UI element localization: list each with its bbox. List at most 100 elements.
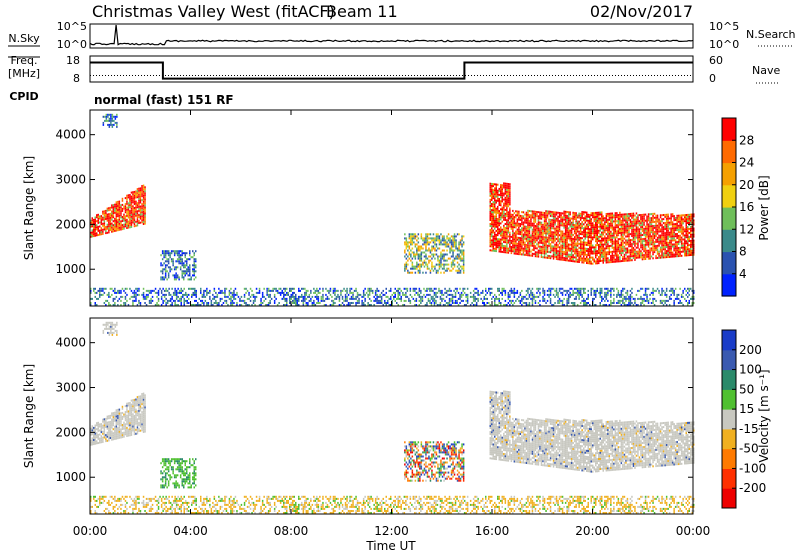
power-cell: [583, 259, 585, 262]
power-cell: [370, 299, 372, 302]
power-cell: [599, 233, 601, 236]
power-cell: [112, 210, 115, 213]
power-cell: [403, 299, 406, 302]
power-cell: [644, 258, 647, 260]
power-cell: [622, 241, 624, 244]
power-cell: [528, 220, 531, 223]
power-cell: [397, 289, 399, 292]
power-cell: [534, 241, 537, 244]
power-cell: [237, 295, 240, 298]
power-cell: [426, 267, 429, 270]
power-cell: [641, 256, 644, 259]
power-cell: [551, 223, 553, 226]
power-cell: [656, 220, 659, 223]
power-cell: [301, 295, 303, 298]
power-cell: [579, 243, 582, 246]
power-cell: [106, 299, 109, 302]
power-cell: [151, 289, 154, 292]
power-cell: [667, 219, 669, 222]
power-cell: [316, 297, 318, 300]
power-cell: [668, 251, 671, 254]
power-cell: [233, 302, 235, 304]
power-cell: [120, 216, 122, 219]
power-cell: [586, 219, 588, 222]
power-cell: [429, 233, 432, 236]
power-cell: [459, 243, 462, 246]
power-cell: [178, 276, 180, 279]
power-cell: [644, 233, 647, 236]
power-cell: [504, 251, 507, 254]
power-cell: [298, 289, 300, 292]
power-cell: [430, 302, 433, 304]
power-cell: [516, 248, 519, 251]
power-cell: [284, 304, 286, 306]
power-cell: [509, 231, 511, 234]
power-cell: [114, 217, 116, 220]
power-cell: [661, 224, 663, 227]
power-cell: [458, 271, 460, 274]
power-cell: [405, 241, 408, 244]
power-cell: [161, 258, 164, 261]
power-cell: [175, 252, 177, 255]
power-cell: [564, 222, 567, 225]
power-cell: [564, 216, 567, 219]
power-cell: [598, 262, 600, 265]
beam-label: Beam 11: [326, 2, 398, 21]
power-cell: [124, 197, 127, 200]
power-cell: [583, 261, 585, 264]
power-cell: [130, 289, 133, 292]
power-cell: [164, 260, 167, 263]
power-cell: [679, 238, 681, 241]
power-cell: [592, 252, 594, 255]
power-cell: [674, 227, 677, 230]
power-cell: [684, 230, 686, 233]
power-cell: [616, 232, 618, 235]
power-cell: [100, 231, 103, 234]
power-cell: [230, 291, 232, 294]
power-cell: [521, 247, 523, 250]
power-cell: [640, 256, 642, 259]
power-cell: [579, 224, 582, 227]
power-cell: [501, 208, 503, 211]
power-cell: [551, 227, 553, 230]
power-cell: [409, 287, 412, 290]
power-cell: [498, 238, 500, 241]
power-cell: [596, 217, 598, 220]
power-cell: [632, 240, 635, 243]
power-cell: [539, 227, 541, 230]
power-cell: [166, 289, 169, 292]
power-cell: [132, 207, 134, 210]
power-cell: [331, 295, 333, 298]
power-cell: [278, 302, 280, 304]
power-cell: [459, 271, 462, 274]
power-cell: [536, 251, 538, 254]
power-cell: [144, 302, 146, 304]
power-cell: [121, 203, 124, 206]
power-cell: [118, 218, 121, 221]
power-cell: [664, 254, 666, 257]
power-cell: [506, 239, 508, 242]
power-cell: [601, 227, 603, 230]
power-cell: [245, 302, 247, 304]
power-cell: [656, 246, 659, 249]
power-cell: [164, 254, 167, 257]
power-cell: [289, 289, 291, 292]
power-cell: [583, 241, 585, 244]
power-cell: [113, 123, 115, 126]
power-cell: [650, 213, 653, 216]
power-cell: [561, 230, 564, 233]
power-cell: [567, 211, 570, 214]
power-cell: [610, 238, 612, 241]
power-cell: [338, 299, 341, 302]
power-cell: [249, 287, 252, 290]
power-cell: [680, 216, 683, 219]
power-cell: [441, 263, 444, 266]
power-cell: [611, 216, 614, 219]
power-cell: [99, 287, 101, 290]
power-cell: [450, 249, 453, 252]
power-cell: [440, 265, 442, 268]
power-cell: [279, 293, 282, 296]
power-cell: [121, 226, 124, 229]
power-cell: [103, 216, 106, 219]
power-cell: [607, 221, 609, 223]
